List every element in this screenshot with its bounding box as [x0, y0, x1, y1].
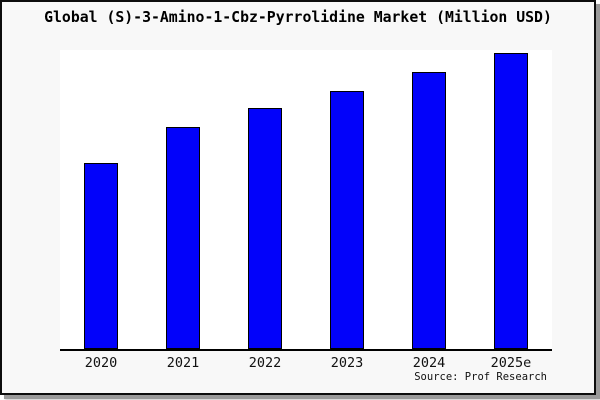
bar-2020 [84, 163, 118, 349]
x-tick-label-2024: 2024 [412, 355, 446, 371]
chart-title: Global (S)-3-Amino-1-Cbz-Pyrrolidine Mar… [44, 9, 552, 26]
plot-area [60, 50, 552, 351]
bar-2021 [166, 127, 200, 349]
x-tick-label-2020: 2020 [84, 355, 118, 371]
x-axis: 2020 2021 2022 2023 2024 2025e [60, 355, 552, 371]
bar-2024 [412, 71, 446, 349]
bar-2022 [248, 108, 282, 349]
x-tick-label-2025e: 2025e [490, 355, 532, 371]
x-tick-label-2022: 2022 [248, 355, 282, 371]
x-tick-label-2021: 2021 [166, 355, 200, 371]
source-credit: Source: Prof Research [414, 371, 547, 383]
bar-2025e [494, 53, 528, 349]
x-tick-label-2023: 2023 [330, 355, 364, 371]
bar-2023 [330, 90, 364, 349]
